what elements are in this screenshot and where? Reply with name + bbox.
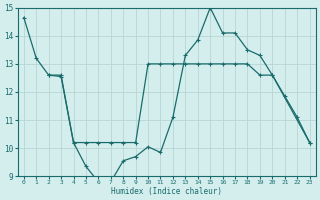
X-axis label: Humidex (Indice chaleur): Humidex (Indice chaleur) [111,187,222,196]
